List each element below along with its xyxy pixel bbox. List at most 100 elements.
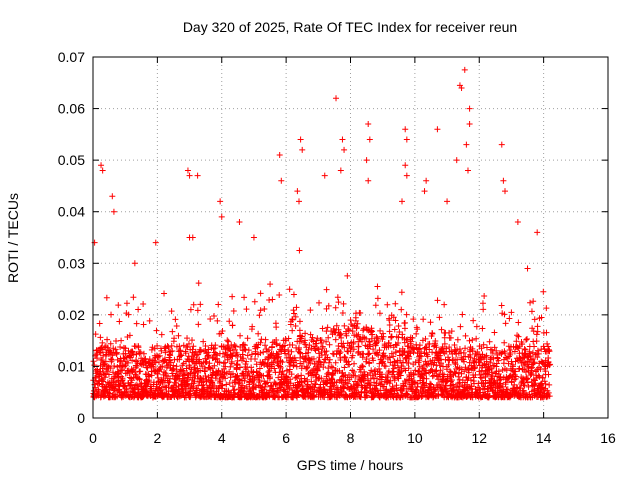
data-point <box>229 322 236 329</box>
data-point <box>500 177 507 184</box>
data-point <box>249 323 256 330</box>
data-point <box>355 343 362 350</box>
data-point <box>307 307 314 314</box>
data-point <box>183 365 190 372</box>
data-point <box>354 320 361 327</box>
data-point <box>438 326 445 333</box>
data-point <box>405 365 412 372</box>
data-point <box>361 371 368 378</box>
data-point <box>296 327 303 334</box>
data-point <box>451 341 458 348</box>
data-point <box>103 294 110 301</box>
data-point <box>152 359 159 366</box>
data-point <box>349 352 356 359</box>
data-point <box>182 350 189 357</box>
data-point <box>429 330 436 337</box>
data-point <box>424 361 431 368</box>
data-point <box>376 365 383 372</box>
data-point <box>512 373 519 380</box>
data-point <box>294 188 301 195</box>
data-point <box>384 374 391 381</box>
data-point <box>220 360 227 367</box>
data-point <box>256 365 263 372</box>
data-point <box>243 306 250 313</box>
data-point <box>491 329 498 336</box>
data-point <box>326 356 333 363</box>
data-point <box>456 346 463 353</box>
data-point <box>98 377 105 384</box>
x-tick-label: 4 <box>218 430 226 446</box>
x-tick-label: 0 <box>89 430 97 446</box>
data-point <box>480 341 487 348</box>
data-point <box>455 373 462 380</box>
data-point <box>328 375 335 382</box>
data-point <box>457 323 464 330</box>
data-point <box>320 364 327 371</box>
data-point <box>443 379 450 386</box>
data-point <box>215 301 222 308</box>
data-point <box>389 369 396 376</box>
data-point <box>419 337 426 344</box>
data-point <box>123 300 130 307</box>
data-point <box>399 198 405 205</box>
data-point <box>104 336 111 343</box>
data-point <box>276 151 283 158</box>
data-point <box>295 373 302 380</box>
data-point <box>274 354 281 361</box>
data-point <box>447 334 454 341</box>
x-tick-label: 12 <box>471 430 487 446</box>
data-point <box>305 346 312 353</box>
data-point <box>108 356 115 363</box>
data-point <box>337 356 344 363</box>
data-point <box>244 352 251 359</box>
data-point <box>311 384 318 391</box>
data-point <box>161 290 168 297</box>
data-point <box>395 340 402 347</box>
data-point <box>402 319 409 326</box>
data-point <box>502 350 509 357</box>
data-point <box>184 335 191 342</box>
data-point <box>410 345 417 352</box>
data-point <box>392 349 399 356</box>
x-tick-label: 6 <box>282 430 290 446</box>
data-point <box>546 393 553 400</box>
data-point <box>448 377 455 384</box>
data-point <box>130 351 137 358</box>
data-point <box>414 326 421 333</box>
data-point <box>187 306 194 313</box>
data-point <box>486 338 493 345</box>
data-point <box>156 359 163 366</box>
data-point <box>194 307 201 314</box>
data-point <box>310 355 317 362</box>
data-point <box>386 321 393 328</box>
data-point <box>336 350 343 357</box>
data-point <box>489 350 496 357</box>
data-point <box>135 344 142 351</box>
data-point <box>92 374 99 381</box>
data-point <box>534 323 541 330</box>
data-point <box>329 364 336 371</box>
data-point <box>113 349 120 356</box>
data-point <box>234 373 241 380</box>
data-point <box>387 377 394 384</box>
x-tick-label: 10 <box>407 430 423 446</box>
data-point <box>337 167 344 174</box>
data-point <box>431 388 438 395</box>
data-point <box>320 359 327 366</box>
data-point <box>296 247 303 254</box>
data-point <box>448 328 455 335</box>
data-point <box>173 323 180 330</box>
data-point <box>524 336 530 343</box>
data-point <box>531 386 538 393</box>
data-point <box>239 347 246 354</box>
data-point <box>277 363 284 370</box>
data-point <box>283 374 290 381</box>
data-point <box>219 328 226 335</box>
data-point <box>267 281 274 288</box>
data-point <box>197 347 204 354</box>
data-point <box>503 354 510 361</box>
data-point <box>287 321 294 328</box>
data-point <box>243 358 250 365</box>
data-point <box>171 335 178 342</box>
data-point <box>507 349 514 356</box>
